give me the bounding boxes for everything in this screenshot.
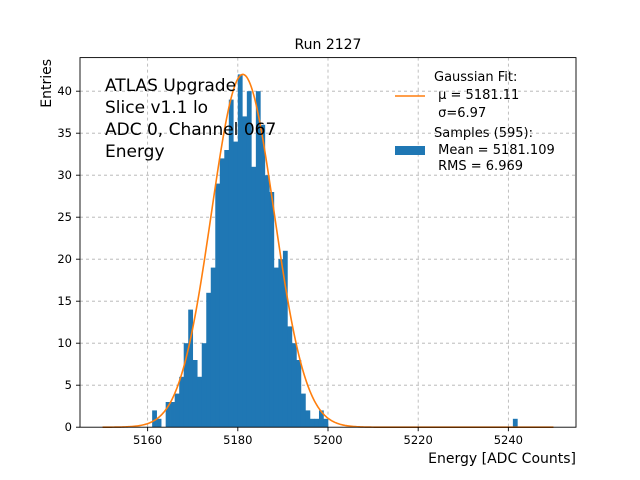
histogram-bar (287, 326, 293, 428)
histogram-bar (183, 343, 189, 428)
y-tick-label: 5 (65, 378, 72, 392)
histogram-bar (188, 309, 194, 428)
histogram-bar (291, 343, 297, 428)
histogram-bar (278, 259, 284, 428)
legend: Gaussian Fit: μ = 5181.11 σ=6.97 Samples… (395, 70, 555, 174)
x-axis-label: Energy [ADC Counts] (428, 451, 576, 467)
histogram-bar (215, 183, 221, 428)
histogram-bar (296, 360, 302, 428)
histogram-bar (179, 376, 185, 428)
chart-title: Run 2127 (295, 37, 362, 53)
annotation-line-1: ATLAS Upgrade (105, 76, 236, 96)
histogram-bar (314, 418, 320, 428)
y-tick-label: 15 (57, 294, 72, 308)
legend-hist-label-2: Mean = 5181.109 (434, 143, 555, 158)
histogram-bar (210, 267, 216, 428)
y-tick-label: 10 (57, 336, 72, 350)
x-tick-label: 5160 (133, 433, 162, 447)
histogram-bar (300, 393, 306, 428)
histogram-bar (237, 74, 243, 428)
histogram-bar (224, 150, 230, 428)
y-tick-label: 30 (57, 168, 72, 182)
annotation-line-4: Energy (105, 142, 165, 162)
histogram-bar (152, 410, 157, 428)
y-tick-label: 35 (57, 126, 72, 140)
histogram-bar (323, 418, 329, 428)
x-tick-label: 5200 (313, 433, 342, 447)
histogram-bar (206, 292, 212, 428)
histogram-bar (201, 343, 207, 428)
annotation-line-2: Slice v1.1 lo (105, 98, 208, 118)
histogram-bar (309, 418, 315, 428)
histogram-bar (242, 116, 248, 428)
y-tick-label: 40 (57, 84, 72, 98)
histogram-bar (282, 250, 288, 428)
histogram-bar (246, 91, 252, 428)
y-axis-label: Entries (39, 59, 55, 108)
y-tick-label: 20 (57, 252, 72, 266)
histogram-bar (192, 360, 198, 428)
y-tick-label: 25 (57, 210, 72, 224)
histogram-bar (219, 158, 225, 428)
histogram-bar (264, 175, 270, 428)
annotation-block: ATLAS Upgrade Slice v1.1 lo ADC 0, Chann… (105, 76, 276, 162)
legend-fit-label-3: σ=6.97 (434, 106, 486, 121)
histogram-bar (228, 99, 234, 428)
legend-fit-label-2: μ = 5181.11 (434, 88, 519, 103)
histogram-bar (305, 410, 311, 428)
histogram-bar (269, 192, 275, 428)
histogram-bar (273, 267, 279, 428)
y-tick-label: 0 (65, 420, 72, 434)
histogram-bar (170, 402, 175, 428)
histogram-bar (233, 141, 239, 428)
x-tick-label: 5180 (223, 433, 252, 447)
legend-histogram-swatch (395, 146, 425, 155)
histogram-bar (255, 91, 261, 428)
legend-hist-label-1: Samples (595): (434, 126, 533, 141)
axis-ticks: 5160 5180 5200 5220 5240 0 5 10 15 20 25 30 35 40 (57, 84, 523, 447)
legend-fit-label-1: Gaussian Fit: (434, 70, 517, 85)
annotation-line-3: ADC 0, Channel 067 (105, 120, 276, 140)
x-tick-label: 5220 (404, 433, 433, 447)
x-tick-label: 5240 (494, 433, 523, 447)
histogram-bar (156, 418, 162, 428)
histogram-bar (174, 393, 180, 428)
histogram-bar (512, 418, 518, 428)
histogram-bar (197, 376, 203, 428)
histogram-bar (260, 124, 266, 428)
legend-hist-label-3: RMS = 6.969 (434, 159, 523, 174)
histogram-bar (251, 166, 257, 428)
histogram-bar (165, 402, 171, 428)
histogram-bars (152, 74, 518, 428)
histogram-bar (318, 410, 324, 428)
